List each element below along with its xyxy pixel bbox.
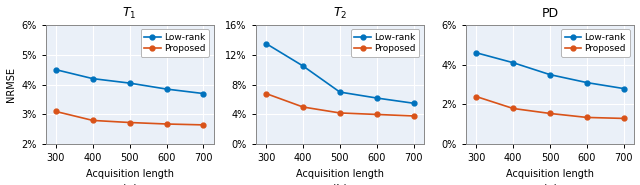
Legend: Low-rank, Proposed: Low-rank, Proposed	[561, 29, 630, 57]
Low-rank	[299, 65, 307, 67]
Low-rank	[336, 91, 344, 93]
Title: $T_1$: $T_1$	[122, 6, 137, 21]
Legend: Low-rank, Proposed: Low-rank, Proposed	[351, 29, 419, 57]
Low-rank	[163, 88, 170, 90]
Line: Low-rank: Low-rank	[474, 50, 627, 91]
Line: Low-rank: Low-rank	[53, 67, 206, 96]
Line: Proposed: Proposed	[53, 109, 206, 127]
Title: PD: PD	[541, 6, 559, 20]
X-axis label: Acquisition length: Acquisition length	[296, 169, 384, 179]
Line: Low-rank: Low-rank	[264, 41, 416, 106]
Proposed	[583, 116, 591, 119]
Low-rank	[200, 92, 207, 95]
Low-rank	[546, 73, 554, 76]
Proposed	[126, 121, 134, 124]
Proposed	[472, 95, 480, 98]
Proposed	[373, 113, 381, 116]
Proposed	[299, 106, 307, 108]
X-axis label: Acquisition length: Acquisition length	[86, 169, 173, 179]
Line: Proposed: Proposed	[264, 91, 416, 118]
Text: (b): (b)	[332, 183, 348, 185]
Proposed	[509, 107, 517, 110]
X-axis label: Acquisition length: Acquisition length	[506, 169, 594, 179]
Low-rank	[262, 42, 270, 45]
Proposed	[336, 112, 344, 114]
Low-rank	[126, 82, 134, 84]
Proposed	[546, 112, 554, 115]
Low-rank	[410, 102, 417, 104]
Proposed	[200, 124, 207, 126]
Proposed	[163, 123, 170, 125]
Title: $T_2$: $T_2$	[333, 6, 347, 21]
Text: (a): (a)	[122, 183, 138, 185]
Low-rank	[52, 69, 60, 71]
Proposed	[89, 119, 97, 122]
Legend: Low-rank, Proposed: Low-rank, Proposed	[141, 29, 209, 57]
Proposed	[410, 115, 417, 117]
Line: Proposed: Proposed	[474, 94, 627, 121]
Low-rank	[89, 78, 97, 80]
Low-rank	[472, 52, 480, 54]
Proposed	[262, 92, 270, 95]
Proposed	[52, 110, 60, 112]
Low-rank	[373, 97, 381, 99]
Y-axis label: NRMSE: NRMSE	[6, 67, 15, 102]
Text: (c): (c)	[543, 183, 557, 185]
Low-rank	[620, 88, 628, 90]
Low-rank	[509, 62, 517, 64]
Proposed	[620, 117, 628, 120]
Low-rank	[583, 82, 591, 84]
